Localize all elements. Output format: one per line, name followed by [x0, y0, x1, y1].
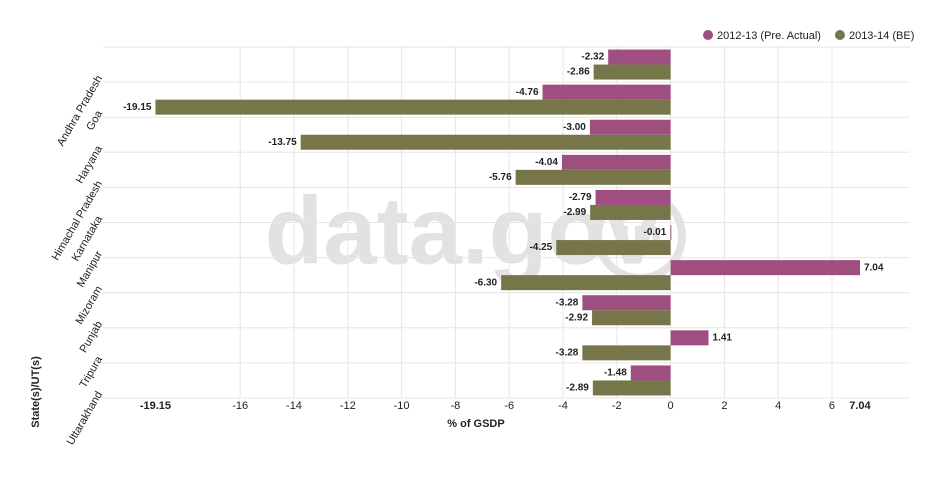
value-label: -2.89	[566, 383, 589, 394]
value-label: -19.15	[123, 102, 152, 113]
value-label: 1.41	[713, 332, 733, 343]
bar	[608, 49, 671, 65]
x-tick-label: -12	[340, 400, 356, 412]
bar	[592, 310, 671, 326]
bar	[670, 225, 672, 241]
legend-label: 2012-13 (Pre. Actual)	[717, 30, 821, 42]
x-tick-label: 0	[668, 400, 674, 412]
value-label: -4.25	[529, 242, 552, 253]
value-label: -6.30	[474, 277, 497, 288]
bar	[501, 275, 671, 291]
bar	[300, 134, 671, 150]
value-label: -3.00	[563, 122, 586, 133]
value-label: -4.04	[535, 157, 558, 168]
bar	[582, 295, 671, 311]
value-label: -2.99	[563, 207, 586, 218]
bar	[542, 84, 671, 100]
legend-label: 2013-14 (BE)	[849, 30, 914, 42]
x-tick-label: -8	[450, 400, 460, 412]
x-tick-label: -10	[394, 400, 410, 412]
value-label: -5.76	[489, 172, 512, 183]
bar	[630, 365, 671, 381]
legend-marker	[834, 30, 845, 40]
x-tick-label: -6	[504, 400, 514, 412]
value-label: -2.86	[567, 67, 590, 78]
x-tick-label: 6	[829, 400, 835, 412]
bar	[593, 64, 671, 80]
value-label: -13.75	[268, 137, 297, 148]
value-label: -2.32	[581, 52, 604, 63]
value-label: -2.92	[565, 312, 588, 323]
x-tick-label: -14	[286, 400, 302, 412]
x-tick-label: -19.15	[140, 400, 171, 412]
bar	[589, 119, 671, 135]
value-label: 7.04	[864, 262, 884, 273]
y-tick-label: Goa	[84, 108, 105, 133]
value-label: -1.48	[604, 368, 627, 379]
bar	[582, 345, 671, 361]
value-label: -2.79	[569, 192, 592, 203]
bar	[515, 169, 671, 185]
y-tick-label: Haryana	[74, 143, 106, 186]
x-tick-label: 2	[721, 400, 727, 412]
value-label: -0.01	[644, 227, 667, 238]
y-tick-label: Uttarakhand	[65, 389, 105, 447]
value-label: -4.76	[516, 87, 539, 98]
x-tick-label: -4	[558, 400, 568, 412]
y-axis-title: State(s)/UT(s)	[30, 356, 42, 428]
bar	[561, 154, 671, 170]
x-tick-label: -2	[612, 400, 622, 412]
value-label: -3.28	[556, 297, 579, 308]
bar	[595, 189, 671, 205]
bar	[590, 204, 671, 220]
bar	[670, 330, 709, 346]
bar	[155, 99, 671, 115]
bar	[556, 240, 671, 256]
bar	[592, 380, 671, 396]
legend-marker	[703, 30, 713, 40]
x-axis-title: % of GSDP	[447, 418, 504, 430]
watermark: data.gov	[265, 177, 660, 284]
x-tick-label: -16	[232, 400, 248, 412]
x-tick-label: 7.04	[849, 400, 871, 412]
x-tick-label: 4	[775, 400, 781, 412]
y-tick-label: Mizoram	[74, 284, 105, 327]
value-label: -3.28	[556, 347, 579, 358]
bar	[670, 260, 860, 276]
y-tick-label: Tripura	[78, 354, 106, 391]
